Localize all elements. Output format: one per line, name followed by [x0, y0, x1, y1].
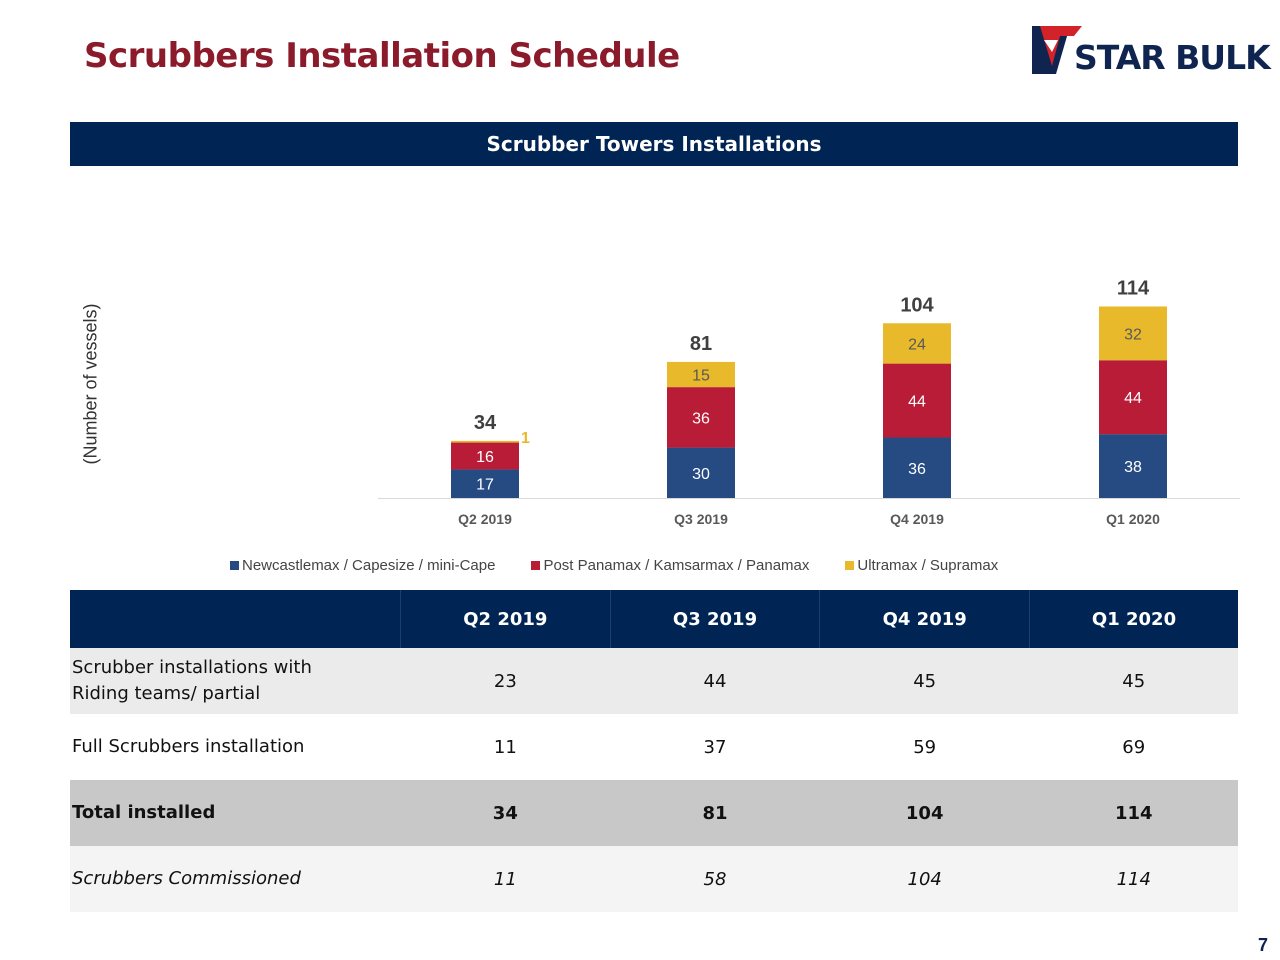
bar-segment — [1099, 306, 1167, 361]
x-tick-label: Q1 2020 — [1106, 511, 1160, 527]
star-logo-icon — [1032, 26, 1082, 74]
data-label: 44 — [908, 394, 926, 411]
x-tick-label: Q3 2019 — [674, 511, 728, 527]
table-cell: 37 — [610, 714, 820, 780]
table-cell: 45 — [1029, 648, 1238, 714]
table-cell: 11 — [400, 714, 611, 780]
bar-segment — [667, 361, 735, 388]
page-number: 7 — [1257, 935, 1268, 955]
x-tick-label: Q2 2019 — [458, 511, 512, 527]
data-label: 36 — [692, 410, 710, 427]
table-cell: 104 — [819, 846, 1030, 912]
table-cell: 69 — [1029, 714, 1238, 780]
legend-item-capesize: Newcastlemax / Capesize / mini-Cape — [230, 557, 495, 574]
table-header-cell: Q3 2019 — [609, 590, 820, 648]
bar-segment — [883, 323, 951, 364]
row-label: Scrubber installations with Riding teams… — [70, 648, 401, 714]
star-bulk-logo: STAR BULK — [1030, 22, 1271, 78]
row-label: Full Scrubbers installation — [70, 714, 401, 780]
table-cell: 34 — [400, 780, 611, 846]
legend-swatch — [230, 561, 239, 570]
stacked-bar-chart: 17 16 1 34 Q2 2019 30 36 15 81 Q3 2019 36 44 24 104 Q4… — [378, 277, 1240, 527]
table-row: Scrubber installations with Riding teams… — [70, 648, 1238, 714]
table-cell: 11 — [400, 846, 611, 912]
total-label: 104 — [900, 294, 934, 316]
data-label: 38 — [1124, 459, 1142, 476]
chart-legend: Newcastlemax / Capesize / mini-Cape Post… — [230, 557, 1034, 574]
table-cell: 114 — [1029, 780, 1238, 846]
data-label: 32 — [1124, 326, 1142, 343]
data-label: 16 — [476, 449, 494, 466]
total-label: 81 — [690, 333, 712, 355]
table-cell: 104 — [819, 780, 1030, 846]
row-label: Total installed — [70, 780, 401, 846]
table-cell: 23 — [400, 648, 611, 714]
bar-segment — [883, 363, 951, 438]
legend-item-supramax: Ultramax / Supramax — [845, 557, 998, 574]
table-cell: 114 — [1029, 846, 1238, 912]
data-label: 15 — [692, 368, 710, 385]
table-cell: 45 — [819, 648, 1030, 714]
legend-swatch — [845, 561, 855, 570]
data-label: 17 — [476, 477, 494, 494]
bar-segment — [1099, 360, 1167, 435]
bar-segment — [451, 440, 519, 443]
page-title: Scrubbers Installation Schedule — [84, 36, 680, 76]
data-label: 44 — [1124, 390, 1142, 407]
total-label: 114 — [1117, 277, 1150, 299]
bar-segment — [667, 387, 735, 448]
data-label: 30 — [692, 466, 710, 483]
installations-table: Q2 2019 Q3 2019 Q4 2019 Q1 2020 Scrubber… — [70, 590, 1238, 912]
bar-segment — [667, 447, 735, 498]
legend-label: Newcastlemax / Capesize / mini-Cape — [242, 557, 496, 574]
data-label: 24 — [908, 336, 926, 353]
legend-swatch — [531, 561, 541, 570]
data-label: 36 — [908, 461, 926, 478]
chart-title: Scrubber Towers Installations — [70, 122, 1238, 166]
row-label: Scrubbers Commissioned — [70, 846, 401, 912]
table-header-cell — [70, 590, 401, 648]
table-row: Full Scrubbers installation 11 37 59 69 — [70, 714, 1238, 780]
table-cell: 81 — [610, 780, 820, 846]
table-header-cell: Q2 2019 — [400, 590, 611, 648]
table-header-row: Q2 2019 Q3 2019 Q4 2019 Q1 2020 — [70, 590, 1238, 648]
legend-label: Ultramax / Supramax — [857, 557, 999, 574]
row-label-text: Scrubber installations with Riding teams… — [72, 657, 312, 704]
table-header-cell: Q4 2019 — [819, 590, 1030, 648]
table-header-cell: Q1 2020 — [1029, 590, 1238, 648]
bar-segment — [1099, 434, 1167, 498]
table-row: Scrubbers Commissioned 11 58 104 114 — [70, 846, 1238, 912]
bar-segment — [451, 442, 519, 470]
legend-label: Post Panamax / Kamsarmax / Panamax — [543, 557, 810, 574]
bar-segment — [451, 469, 519, 498]
legend-item-panamax: Post Panamax / Kamsarmax / Panamax — [531, 557, 809, 574]
table-cell: 59 — [819, 714, 1030, 780]
table-cell: 58 — [610, 846, 820, 912]
x-tick-label: Q4 2019 — [890, 511, 944, 527]
table-cell: 44 — [610, 648, 820, 714]
table-row: Total installed 34 81 104 114 — [70, 780, 1238, 846]
data-label: 1 — [521, 430, 530, 447]
bar-segment — [883, 437, 951, 498]
logo-text: STAR BULK — [1074, 38, 1271, 77]
total-label: 34 — [474, 412, 497, 434]
